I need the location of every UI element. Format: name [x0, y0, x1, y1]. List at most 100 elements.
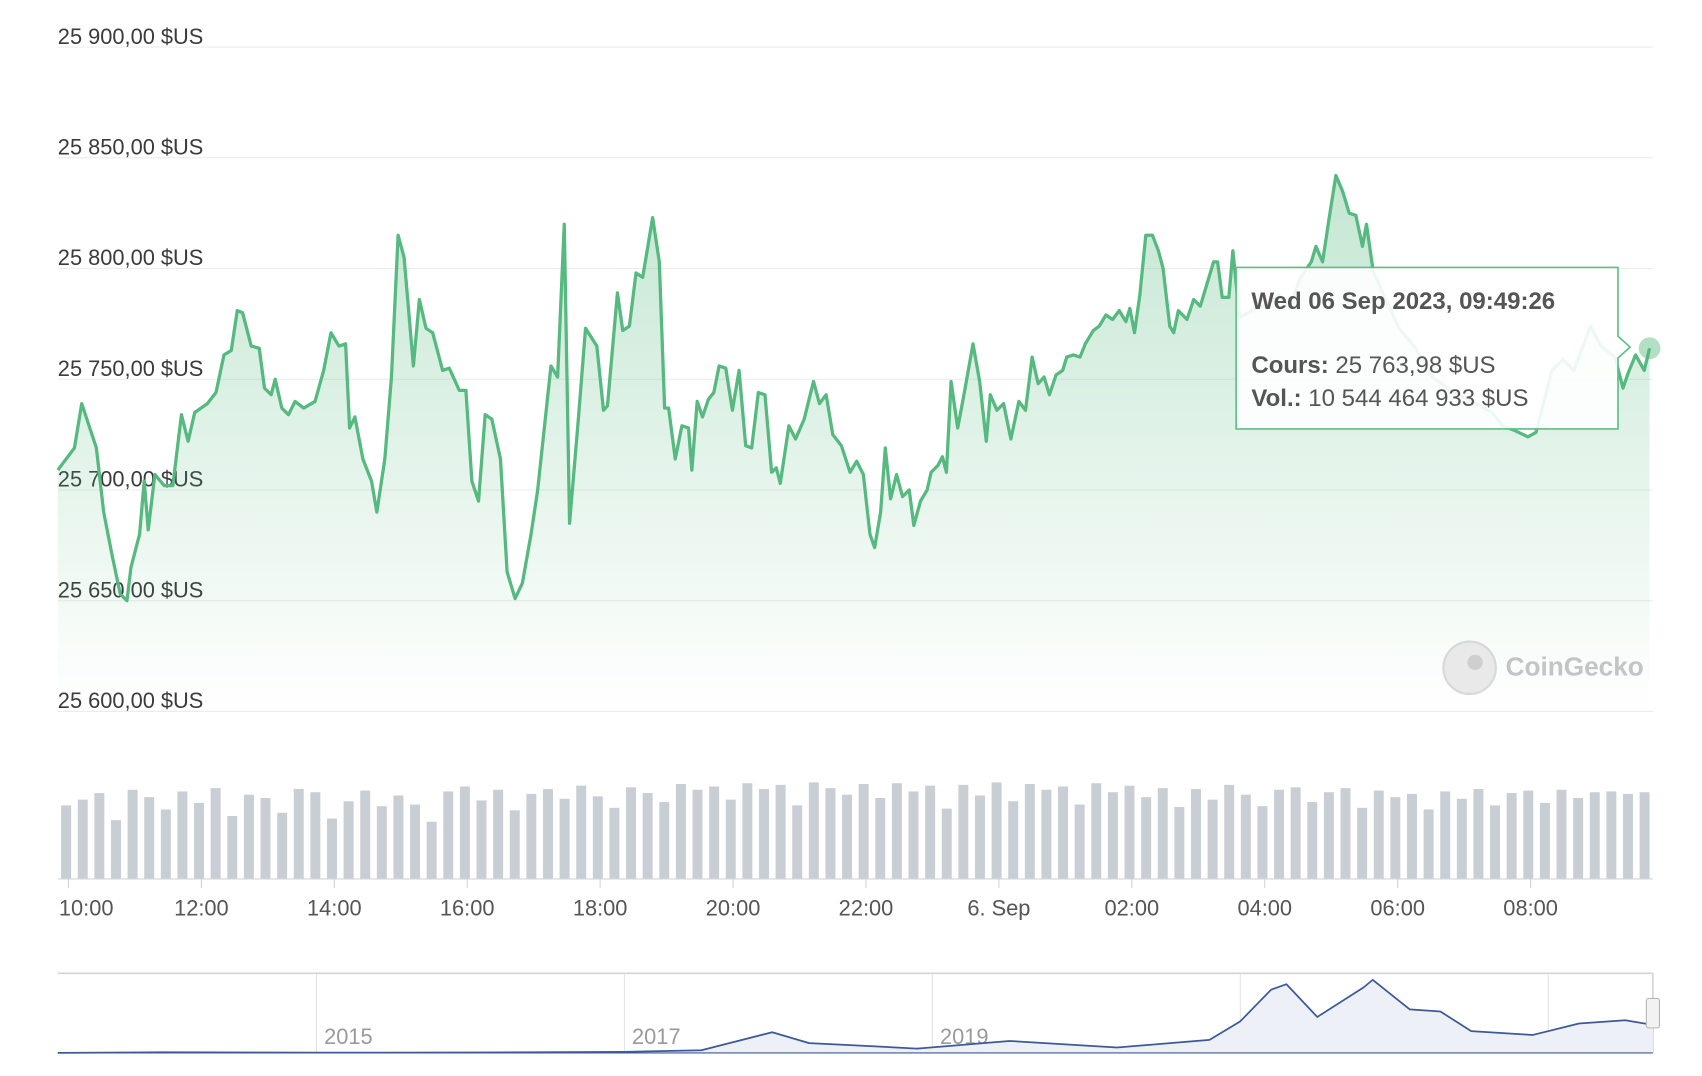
- x-tick-label: 22:00: [839, 895, 894, 920]
- volume-bar: [825, 788, 836, 879]
- watermark-logo: [1442, 640, 1497, 696]
- tooltip-price: Cours: 25 763,98 $US: [1251, 352, 1495, 379]
- volume-bar: [1257, 806, 1268, 879]
- volume-bar: [1456, 798, 1467, 879]
- nav-line: [57, 978, 1654, 1054]
- volume-bar: [493, 789, 504, 879]
- nav-handle: [1645, 997, 1660, 1029]
- volume-bar: [1639, 792, 1650, 879]
- volume-bar: [1074, 804, 1085, 879]
- volume-bar: [1573, 797, 1584, 879]
- volume-bar: [626, 787, 637, 879]
- volume-bar: [1240, 794, 1251, 879]
- volume-bar: [1506, 793, 1517, 879]
- volume-bar: [1539, 802, 1550, 879]
- volume-bar: [77, 799, 88, 879]
- y-tick-label: 25 900,00 $US: [58, 24, 204, 49]
- volume-bar: [194, 802, 205, 879]
- volume-bar: [1523, 790, 1534, 879]
- volume-bar: [908, 791, 919, 879]
- volume-bar: [576, 785, 587, 879]
- x-tick-label: 06:00: [1370, 895, 1425, 920]
- volume-bar: [1058, 786, 1069, 879]
- volume-bar: [343, 801, 354, 879]
- watermark-logo-eye: [1467, 654, 1483, 671]
- x-tick-label: 04:00: [1237, 895, 1292, 920]
- volume-bar: [1107, 792, 1118, 879]
- x-tick-label: 08:00: [1503, 895, 1558, 920]
- volume-bar: [1340, 788, 1351, 879]
- y-tick-label: 25 800,00 $US: [58, 245, 204, 270]
- volume-bar: [974, 795, 985, 879]
- volume-bar: [808, 782, 819, 879]
- volume-bar: [360, 790, 371, 879]
- volume-bar: [210, 788, 221, 879]
- y-tick-label: 25 850,00 $US: [58, 135, 204, 160]
- volume-bar: [393, 795, 404, 879]
- volume-bar: [692, 789, 703, 879]
- volume-bar: [792, 805, 803, 879]
- tooltip: Wed 06 Sep 2023, 09:49:26 Cours: 25 763,…: [1235, 266, 1632, 430]
- tooltip-price-value: 25 763,98 $US: [1335, 352, 1495, 379]
- volume-bar: [1373, 790, 1384, 879]
- volume-bar: [709, 786, 720, 879]
- tooltip-volume-value: 10 544 464 933 $US: [1308, 385, 1528, 412]
- volume-bar: [858, 784, 869, 879]
- volume-bar: [775, 784, 786, 879]
- x-tick-label: 12:00: [174, 895, 229, 920]
- volume-bar: [758, 788, 769, 879]
- volume-bar: [526, 793, 537, 879]
- volume-bar: [675, 784, 686, 879]
- volume-bar: [642, 793, 653, 879]
- volume-bar: [1274, 789, 1285, 879]
- volume-bar: [144, 797, 155, 879]
- x-tick-label: 10:00: [59, 895, 114, 920]
- volume-bar: [326, 818, 337, 879]
- volume-bar: [592, 796, 603, 879]
- volume-bar: [376, 806, 387, 879]
- volume-bar: [243, 794, 254, 879]
- data-layer: [56, 173, 1661, 1054]
- volume-bar: [1008, 801, 1019, 879]
- volume-bar: [160, 809, 171, 879]
- volume-bar: [61, 805, 72, 879]
- volume-bar: [941, 808, 952, 879]
- volume-bar: [875, 797, 886, 879]
- x-tick-label: 6. Sep: [967, 895, 1030, 920]
- volume-bar: [410, 804, 421, 879]
- volume-bar: [1622, 793, 1633, 879]
- volume-bar: [1157, 788, 1168, 879]
- volume-bar: [1290, 787, 1301, 879]
- volume-bar: [925, 785, 936, 879]
- x-tick-label: 20:00: [706, 895, 761, 920]
- x-tick-label: 2017: [632, 1024, 681, 1049]
- volume-bar: [293, 788, 304, 879]
- x-tick-label: 18:00: [573, 895, 628, 920]
- volume-bar: [177, 791, 188, 879]
- volume-bar: [559, 798, 570, 879]
- volume-bar: [725, 799, 736, 879]
- volume-bar: [459, 786, 470, 879]
- volume-bar: [426, 821, 437, 879]
- watermark-text: CoinGecko: [1506, 651, 1644, 681]
- volume-bar: [310, 792, 321, 879]
- volume-bar: [509, 810, 520, 879]
- volume-bar: [94, 793, 105, 879]
- x-tick-label: 16:00: [440, 895, 495, 920]
- volume-bar: [1024, 784, 1035, 879]
- volume-bar: [1207, 799, 1218, 879]
- volume-bar: [1224, 784, 1235, 879]
- volume-bar: [1041, 789, 1052, 879]
- volume-bar: [1323, 792, 1334, 879]
- tooltip-volume-label: Vol.:: [1251, 385, 1301, 412]
- tooltip-date: Wed 06 Sep 2023, 09:49:26: [1251, 288, 1555, 315]
- x-tick-label: 02:00: [1105, 895, 1160, 920]
- volume-bar: [277, 812, 288, 879]
- volume-bar: [1406, 793, 1417, 879]
- overlay-layer: CoinGecko Wed 06 Sep 2023, 09:49:26 Cour…: [1235, 266, 1644, 696]
- volume-bar: [609, 807, 620, 879]
- volume-bar: [1091, 783, 1102, 879]
- volume-bar: [1357, 807, 1368, 879]
